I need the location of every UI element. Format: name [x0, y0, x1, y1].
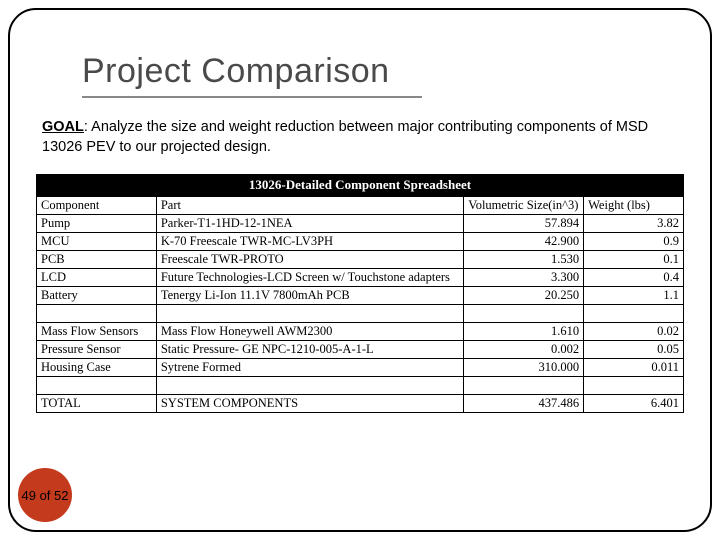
cell-component: LCD [37, 269, 157, 287]
cell-part: Tenergy Li-Ion 11.1V 7800mAh PCB [156, 287, 463, 305]
table-row: MCUK-70 Freescale TWR-MC-LV3PH42.9000.9 [37, 233, 684, 251]
cell-vol: 57.894 [464, 215, 584, 233]
col-component: Component [37, 197, 157, 215]
component-table: 13026-Detailed Component Spreadsheet Com… [36, 174, 684, 413]
cell-part: Freescale TWR-PROTO [156, 251, 463, 269]
table-row: Housing CaseSytrene Formed310.0000.011 [37, 359, 684, 377]
goal-text: GOAL: Analyze the size and weight reduct… [42, 118, 678, 157]
cell-component: PCB [37, 251, 157, 269]
data-table: Component Part Volumetric Size(in^3) Wei… [36, 196, 684, 413]
table-row: PCBFreescale TWR-PROTO1.5300.1 [37, 251, 684, 269]
cell-wt: 3.82 [584, 215, 684, 233]
col-wt: Weight (lbs) [584, 197, 684, 215]
cell-part: Future Technologies-LCD Screen w/ Touchs… [156, 269, 463, 287]
cell-part: Parker-T1-1HD-12-1NEA [156, 215, 463, 233]
cell-wt: 6.401 [584, 395, 684, 413]
table-row: Mass Flow SensorsMass Flow Honeywell AWM… [37, 323, 684, 341]
table-row: BatteryTenergy Li-Ion 11.1V 7800mAh PCB2… [37, 287, 684, 305]
cell-wt: 1.1 [584, 287, 684, 305]
cell-component: Pump [37, 215, 157, 233]
page-number-label: 49 of 52 [22, 488, 69, 503]
goal-label: GOAL [42, 119, 84, 135]
cell-part: K-70 Freescale TWR-MC-LV3PH [156, 233, 463, 251]
cell-component: Battery [37, 287, 157, 305]
col-part: Part [156, 197, 463, 215]
cell-vol: 1.610 [464, 323, 584, 341]
cell-vol: 3.300 [464, 269, 584, 287]
cell-part: Static Pressure- GE NPC-1210-005-A-1-L [156, 341, 463, 359]
cell-component: MCU [37, 233, 157, 251]
cell-vol: 437.486 [464, 395, 584, 413]
cell-wt: 0.9 [584, 233, 684, 251]
cell-wt: 0.02 [584, 323, 684, 341]
title-underline [82, 96, 422, 98]
table-header-row: Component Part Volumetric Size(in^3) Wei… [37, 197, 684, 215]
table-spacer [37, 305, 684, 323]
cell-vol: 310.000 [464, 359, 584, 377]
cell-component: Mass Flow Sensors [37, 323, 157, 341]
table-spacer [37, 377, 684, 395]
cell-vol: 20.250 [464, 287, 584, 305]
page-number-badge: 49 of 52 [18, 468, 72, 522]
table-row: TOTALSYSTEM COMPONENTS437.4866.401 [37, 395, 684, 413]
cell-wt: 0.4 [584, 269, 684, 287]
cell-vol: 42.900 [464, 233, 584, 251]
table-row: Pressure SensorStatic Pressure- GE NPC-1… [37, 341, 684, 359]
cell-component: TOTAL [37, 395, 157, 413]
cell-wt: 0.011 [584, 359, 684, 377]
table-row: PumpParker-T1-1HD-12-1NEA57.8943.82 [37, 215, 684, 233]
cell-part: SYSTEM COMPONENTS [156, 395, 463, 413]
cell-vol: 1.530 [464, 251, 584, 269]
cell-vol: 0.002 [464, 341, 584, 359]
cell-wt: 0.1 [584, 251, 684, 269]
table-row: LCDFuture Technologies-LCD Screen w/ Tou… [37, 269, 684, 287]
table-caption: 13026-Detailed Component Spreadsheet [36, 174, 684, 196]
cell-wt: 0.05 [584, 341, 684, 359]
cell-part: Sytrene Formed [156, 359, 463, 377]
col-vol: Volumetric Size(in^3) [464, 197, 584, 215]
cell-component: Pressure Sensor [37, 341, 157, 359]
cell-part: Mass Flow Honeywell AWM2300 [156, 323, 463, 341]
goal-body: : Analyze the size and weight reduction … [42, 119, 648, 155]
cell-component: Housing Case [37, 359, 157, 377]
slide-title: Project Comparison [82, 52, 390, 91]
